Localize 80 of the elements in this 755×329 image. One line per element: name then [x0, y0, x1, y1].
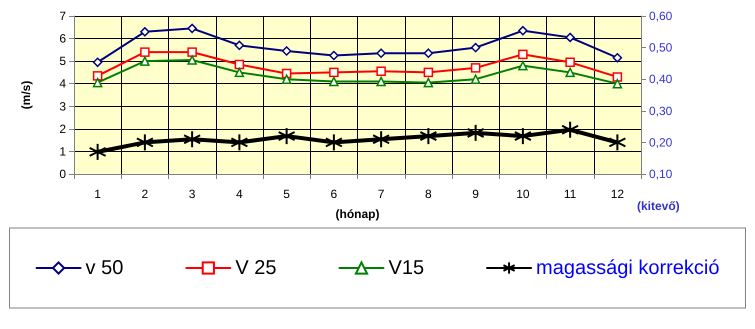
x-tick-label: 12: [610, 187, 624, 201]
point: [466, 124, 485, 142]
x-tick-label: 2: [142, 187, 149, 201]
y-tick-label: 1: [59, 144, 66, 158]
point: [376, 48, 386, 58]
x-tick-label: 3: [188, 187, 196, 201]
y-tick-label: 4: [59, 76, 66, 91]
y2-tick-label: 0,20: [649, 135, 673, 150]
point: [565, 32, 575, 42]
legend-label: V 25: [235, 257, 276, 279]
point: [234, 68, 244, 78]
point: [329, 76, 339, 86]
legend-label: v 50: [86, 257, 124, 279]
point: [140, 27, 150, 37]
point: [234, 40, 244, 50]
point: [518, 26, 528, 36]
point: [278, 127, 296, 146]
point: [234, 60, 244, 70]
y-tick-label: 0: [59, 167, 66, 181]
point: [136, 133, 154, 152]
point: [419, 127, 438, 146]
point: [518, 50, 528, 60]
y-tick-label: 5: [59, 54, 66, 68]
y-axis-title: (m/s): [19, 80, 33, 110]
point: [282, 46, 292, 56]
x-tick-label: 5: [283, 187, 290, 201]
point: [183, 130, 202, 148]
point: [187, 55, 197, 65]
y2-axis-title: (kitevő): [637, 199, 680, 213]
point: [424, 68, 434, 78]
y2-tick-label: 0,30: [649, 104, 673, 118]
x-axis-title: (hónap): [336, 207, 380, 221]
point: [565, 68, 575, 78]
point: [612, 78, 622, 88]
point: [92, 58, 102, 68]
y-tick-label: 6: [59, 32, 66, 46]
point: [470, 74, 480, 84]
point: [88, 142, 107, 161]
point: [518, 60, 528, 70]
point: [230, 133, 248, 152]
point: [372, 130, 390, 148]
point: [140, 56, 150, 66]
point: [376, 66, 386, 76]
legend-label: magassági korrekció: [536, 257, 720, 279]
y2-tick-label: 0,50: [649, 40, 673, 55]
point: [424, 48, 434, 58]
y2-tick-label: 0,10: [649, 167, 673, 181]
point: [324, 133, 343, 152]
point: [424, 78, 434, 88]
y-tick-label: 2: [59, 122, 66, 136]
x-tick-label: 8: [425, 187, 432, 201]
x-tick-label: 1: [94, 187, 102, 201]
point: [92, 71, 102, 81]
point: [470, 42, 480, 52]
x-tick-label: 6: [330, 187, 338, 201]
point: [140, 47, 150, 57]
y-tick-label: 7: [59, 9, 66, 23]
point: [561, 120, 580, 139]
x-tick-label: 11: [564, 187, 577, 201]
point: [470, 63, 480, 73]
point: [92, 78, 102, 88]
y-tick-label: 3: [59, 99, 66, 114]
point: [282, 74, 292, 84]
point: [187, 47, 197, 57]
point: [565, 58, 575, 68]
point: [187, 24, 197, 34]
y2-tick-label: 0,60: [649, 9, 673, 23]
point: [329, 50, 339, 60]
point: [612, 72, 622, 82]
point: [514, 127, 532, 146]
point: [329, 68, 339, 78]
x-tick-label: 4: [236, 187, 244, 201]
x-tick-label: 10: [516, 187, 530, 201]
y2-tick-label: 0,40: [649, 72, 673, 86]
legend-label: V15: [388, 257, 424, 279]
point: [612, 53, 622, 63]
x-tick-label: 9: [472, 187, 480, 201]
x-tick-label: 7: [378, 187, 385, 201]
point: [376, 76, 386, 86]
point: [608, 133, 626, 152]
